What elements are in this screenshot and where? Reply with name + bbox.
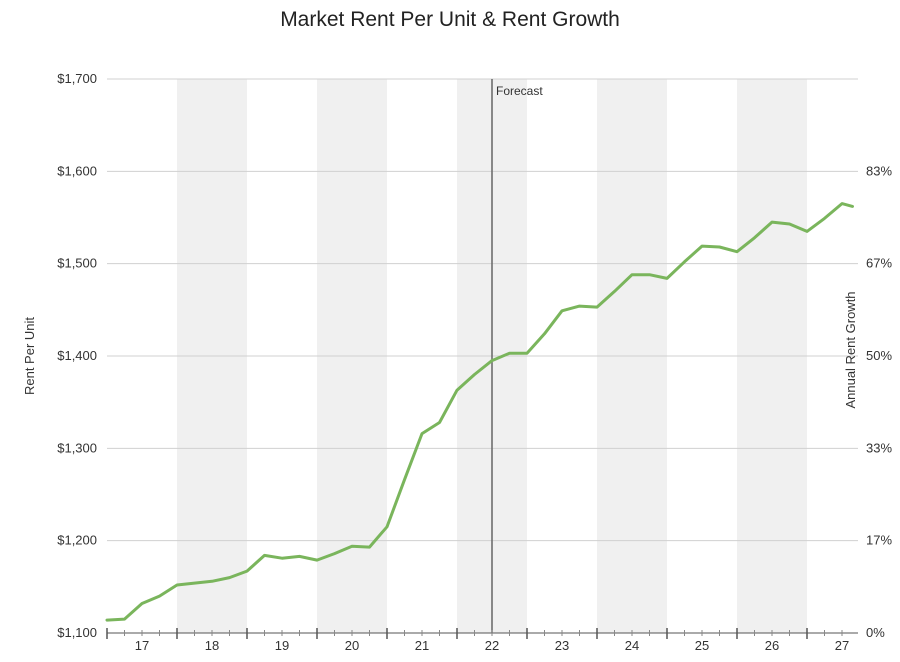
x-tick-label: 19 [275, 638, 289, 653]
y2-tick-label: 33% [866, 440, 892, 455]
y2-tick-label: 50% [866, 348, 892, 363]
y2-axis-label: Annual Rent Growth [843, 291, 858, 408]
series-group [105, 202, 854, 622]
x-tick-label: 18 [205, 638, 219, 653]
series-line-0 [105, 202, 854, 622]
x-tick-label: 21 [415, 638, 429, 653]
x-tick-label: 17 [135, 638, 149, 653]
y-tick-label: $1,100 [57, 625, 97, 640]
y-tick-label: $1,200 [57, 533, 97, 548]
y-tick-label: $1,500 [57, 256, 97, 271]
y-tick-label: $1,400 [57, 348, 97, 363]
y2-tick-label: 17% [866, 533, 892, 548]
x-tick-label: 22 [485, 638, 499, 653]
forecast-marker: Forecast [491, 79, 543, 633]
y-axis-left: $1,100 $1,200 $1,300 $1,400 $1,500 $1,600 $1,7… [57, 71, 97, 640]
y-axis-label: Rent Per Unit [22, 317, 37, 395]
y-axis-right: 0% 17% 33% 50% 67% 83% [866, 163, 892, 640]
x-tick-label: 23 [555, 638, 569, 653]
x-tick-label: 26 [765, 638, 779, 653]
x-tick-label: 24 [625, 638, 639, 653]
y-tick-label: $1,700 [57, 71, 97, 86]
x-tick-label: 27 [835, 638, 849, 653]
y-tick-label: $1,600 [57, 163, 97, 178]
x-tick-label: 25 [695, 638, 709, 653]
x-tick-label: 20 [345, 638, 359, 653]
y2-tick-label: 67% [866, 256, 892, 271]
y2-tick-label: 83% [866, 163, 892, 178]
y2-tick-label: 0% [866, 625, 885, 640]
forecast-label: Forecast [496, 84, 543, 98]
chart-title: Market Rent Per Unit & Rent Growth [280, 8, 620, 31]
x-axis: 17 18 19 20 21 22 23 24 25 26 27 [106, 628, 858, 653]
y-tick-label: $1,300 [57, 440, 97, 455]
